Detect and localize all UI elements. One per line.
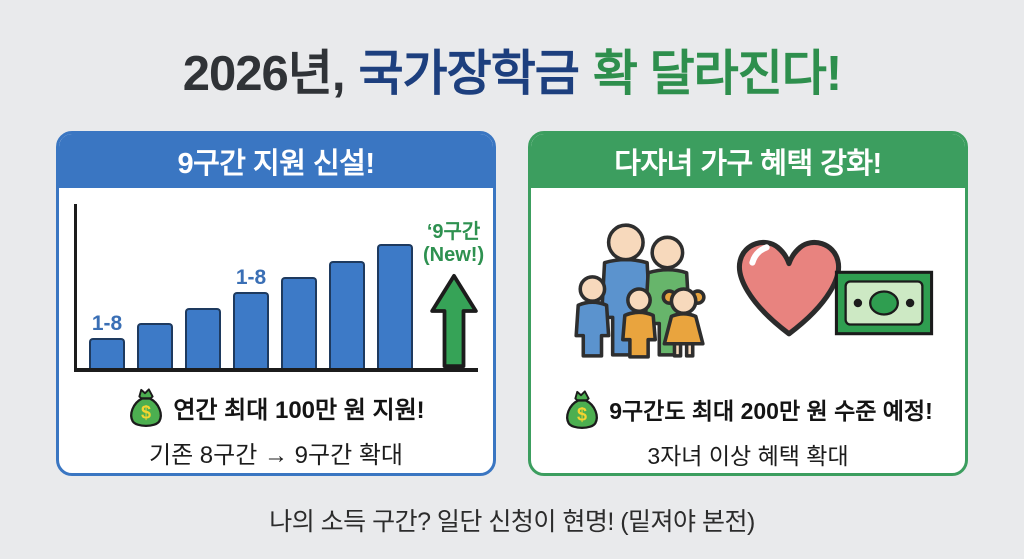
bar-column-2 — [137, 204, 173, 368]
left-panel-bracket9: 9구간 지원 신설! 1-8 1-8 ‘9구간 (New!) — [56, 131, 496, 476]
right-caption-line1: $ 9구간도 최대 200만 원 수준 예정! — [563, 388, 933, 430]
heart-icon-wrap — [728, 230, 850, 347]
svg-text:$: $ — [577, 404, 587, 424]
bracket-bar — [185, 308, 221, 368]
bracket-bar — [281, 277, 317, 368]
left-caption-line1: $ 연간 최대 100만 원 지원! — [127, 386, 425, 428]
right-caption-line2: 3자녀 이상 혜택 확대 — [647, 443, 849, 469]
bar-column-5 — [281, 204, 317, 368]
panels-row: 9구간 지원 신설! 1-8 1-8 ‘9구간 (New!) — [56, 131, 968, 476]
bar-column-6 — [329, 204, 365, 368]
bracket-bar-chart: 1-8 1-8 ‘9구간 (New!) — [74, 204, 484, 372]
bar-group-label: 1-8 — [235, 266, 267, 289]
footer-note: 나의 소득 구간? 일단 신청이 현명! (밑져야 본전) — [269, 508, 755, 536]
left-caption: $ 연간 최대 100만 원 지원! 기존 8구간 → 9구간 확대 — [127, 386, 425, 470]
bracket-bar — [329, 261, 365, 368]
bar-column-1: 1-8 — [89, 204, 125, 368]
up-arrow-icon — [429, 273, 478, 368]
bracket-bar — [137, 323, 173, 368]
right-panel-header-label: 다자녀 가구 혜택 강화! — [614, 148, 882, 180]
right-caption-line1-text: 9구간도 최대 200만 원 수준 예정! — [609, 398, 933, 424]
bar-column-7 — [377, 204, 413, 368]
heart-icon — [736, 239, 842, 337]
bracket-bar — [377, 244, 413, 368]
left-panel-body: 1-8 1-8 ‘9구간 (New!) — [59, 188, 493, 473]
new-bracket-arrow-group: ‘9구간 (New!) — [423, 204, 484, 368]
svg-text:$: $ — [141, 402, 151, 422]
left-caption-line2: 기존 8구간 → 9구간 확대 — [148, 442, 403, 469]
bar-chart-bars: 1-8 1-8 — [89, 204, 413, 368]
new-bracket-label: ‘9구간 (New!) — [423, 221, 484, 267]
right-panel-header: 다자녀 가구 혜택 강화! — [531, 134, 965, 188]
money-bag-icon: $ — [566, 390, 599, 430]
title-part-scholarship: 국가장학금 — [358, 47, 579, 101]
right-caption: $ 9구간도 최대 200만 원 수준 예정! 3자녀 이상 혜택 확대 — [563, 388, 933, 471]
bracket-bar — [233, 292, 269, 368]
family-icon — [574, 223, 706, 359]
title-part-changes: 확 달라진다! — [592, 47, 842, 101]
money-bill-icon-wrap — [834, 270, 934, 341]
new-bracket-label-line2: (New!) — [423, 244, 485, 266]
money-bag-icon: $ — [130, 388, 163, 428]
poster-title: 2026년, 국가장학금 확 달라진다! — [182, 34, 842, 105]
right-panel-body: $ 9구간도 최대 200만 원 수준 예정! 3자녀 이상 혜택 확대 — [531, 188, 965, 473]
right-panel-multichild: 다자녀 가구 혜택 강화! — [528, 131, 968, 476]
title-part-year: 2026년, — [182, 47, 346, 101]
left-panel-header: 9구간 지원 신설! — [59, 134, 493, 188]
new-bracket-label-line1: ‘9구간 — [426, 221, 481, 243]
right-panel-illustrations — [562, 212, 934, 374]
bar-column-4: 1-8 — [233, 204, 269, 368]
left-caption-line1-text: 연간 최대 100만 원 지원! — [173, 396, 425, 424]
bar-group-label: 1-8 — [91, 312, 123, 335]
bracket-bar — [89, 338, 125, 368]
money-bill-icon — [834, 270, 934, 336]
left-panel-header-label: 9구간 지원 신설! — [177, 148, 375, 180]
bar-column-3 — [185, 204, 221, 368]
